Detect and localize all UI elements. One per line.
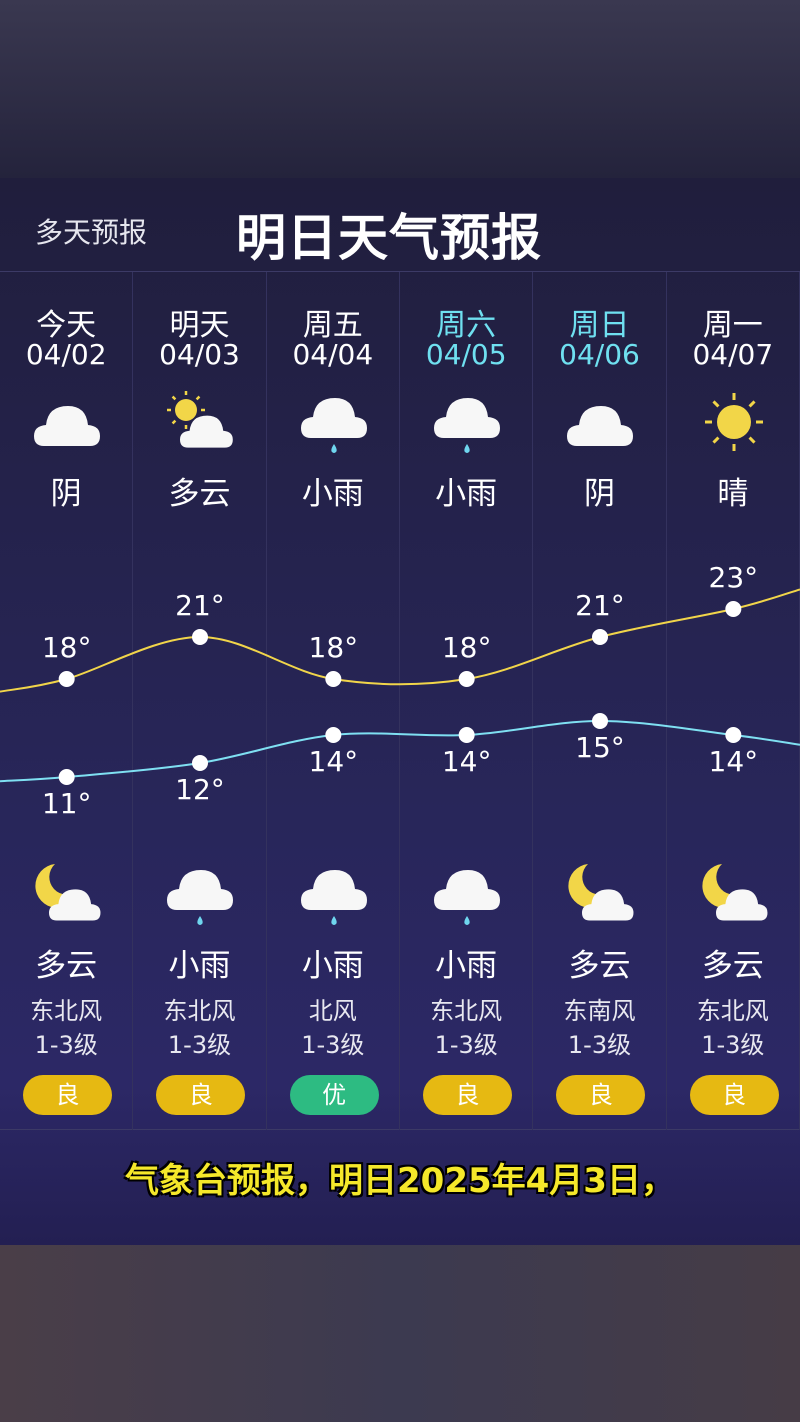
night-condition: 小雨 — [301, 948, 364, 984]
sun-cloud-icon — [166, 388, 234, 456]
wind-direction: 东北风 — [430, 997, 503, 1025]
day-name: 今天 — [36, 308, 97, 343]
day-column[interactable]: 明天 04/03 多云 小雨 东北风 1-3级 良 — [133, 272, 267, 1130]
day-date: 04/04 — [292, 338, 374, 371]
wind-direction: 东北风 — [163, 997, 236, 1025]
day-name: 周五 — [302, 308, 363, 343]
wind-direction: 东北风 — [696, 997, 769, 1025]
forecast-header: 多天预报 明日天气预报 — [0, 178, 800, 272]
wind-level: 1-3级 — [34, 1031, 98, 1059]
day-column[interactable]: 今天 04/02 阴 多云 东北风 1-3级 良 — [0, 272, 134, 1130]
wind-info: 东北风 1-3级 — [133, 994, 265, 1062]
wind-info: 东北风 1-3级 — [667, 994, 799, 1062]
day-date: 04/03 — [159, 338, 240, 371]
night-condition: 多云 — [568, 948, 631, 984]
aqi-badge: 良 — [689, 1075, 779, 1115]
day-condition: 阴 — [583, 476, 615, 512]
day-date: 04/07 — [692, 338, 774, 371]
day-condition: 阴 — [50, 476, 82, 512]
wind-level: 1-3级 — [434, 1031, 498, 1059]
wind-info: 东北风 1-3级 — [400, 994, 532, 1062]
day-condition: 晴 — [717, 476, 749, 512]
sun-icon — [700, 388, 768, 456]
day-column[interactable]: 周日 04/06 阴 多云 东南风 1-3级 良 — [533, 272, 667, 1130]
night-condition: 小雨 — [168, 948, 231, 984]
wind-info: 东北风 1-3级 — [0, 994, 132, 1062]
day-name: 周一 — [702, 308, 763, 343]
night-condition: 多云 — [701, 948, 764, 984]
moon-cloud-icon — [566, 860, 634, 928]
rain-cloud-icon — [433, 388, 501, 456]
wind-level: 1-3级 — [701, 1031, 765, 1059]
wind-info: 东南风 1-3级 — [533, 994, 665, 1062]
forecast-card: 多天预报 明日天气预报 今天 04/02 阴 多云 东北风 1-3级 良 明天 0… — [0, 178, 800, 1245]
day-column[interactable]: 周五 04/04 小雨 小雨 北风 1-3级 优 — [267, 272, 400, 1130]
day-name: 明天 — [169, 308, 230, 343]
blurred-background-bottom — [0, 1245, 800, 1422]
day-name: 周日 — [569, 308, 630, 343]
wind-direction: 东北风 — [30, 997, 103, 1025]
subtitle-caption: 气象台预报，明日2025年4月3日， — [125, 1161, 675, 1201]
aqi-badge: 优 — [289, 1075, 379, 1115]
cloud-icon — [33, 388, 101, 456]
night-condition: 小雨 — [435, 948, 498, 984]
wind-direction: 北风 — [308, 997, 357, 1025]
wind-level: 1-3级 — [567, 1031, 632, 1059]
multi-day-forecast-tab[interactable]: 多天预报 — [35, 216, 148, 249]
wind-direction: 东南风 — [563, 997, 636, 1025]
day-date: 04/02 — [25, 338, 107, 371]
page-title: 明日天气预报 — [236, 209, 542, 267]
aqi-badge: 良 — [423, 1075, 512, 1115]
rain-cloud-icon — [433, 860, 501, 928]
day-column[interactable]: 周一 04/07 晴 多云 东北风 1-3级 良 — [667, 272, 800, 1130]
rain-cloud-icon — [300, 388, 368, 456]
blurred-background-top — [0, 0, 800, 178]
rain-cloud-icon — [166, 860, 234, 928]
aqi-badge: 良 — [556, 1075, 646, 1115]
day-date: 04/05 — [425, 338, 507, 371]
cloud-icon — [566, 388, 634, 456]
wind-level: 1-3级 — [301, 1031, 365, 1059]
day-column[interactable]: 周六 04/05 小雨 小雨 东北风 1-3级 良 — [400, 272, 534, 1130]
day-condition: 多云 — [168, 476, 231, 512]
wind-level: 1-3级 — [167, 1031, 232, 1059]
rain-cloud-icon — [300, 860, 368, 928]
day-condition: 小雨 — [301, 476, 364, 512]
aqi-badge: 良 — [23, 1075, 112, 1115]
moon-cloud-icon — [33, 860, 101, 928]
night-condition: 多云 — [35, 948, 98, 984]
moon-cloud-icon — [700, 860, 768, 928]
forecast-columns: 今天 04/02 阴 多云 东北风 1-3级 良 明天 04/03 多云 小雨 东… — [0, 272, 800, 1130]
aqi-badge: 良 — [156, 1075, 246, 1115]
day-name: 周六 — [436, 308, 497, 343]
wind-info: 北风 1-3级 — [267, 994, 399, 1062]
day-date: 04/06 — [559, 338, 640, 371]
day-condition: 小雨 — [435, 476, 498, 512]
